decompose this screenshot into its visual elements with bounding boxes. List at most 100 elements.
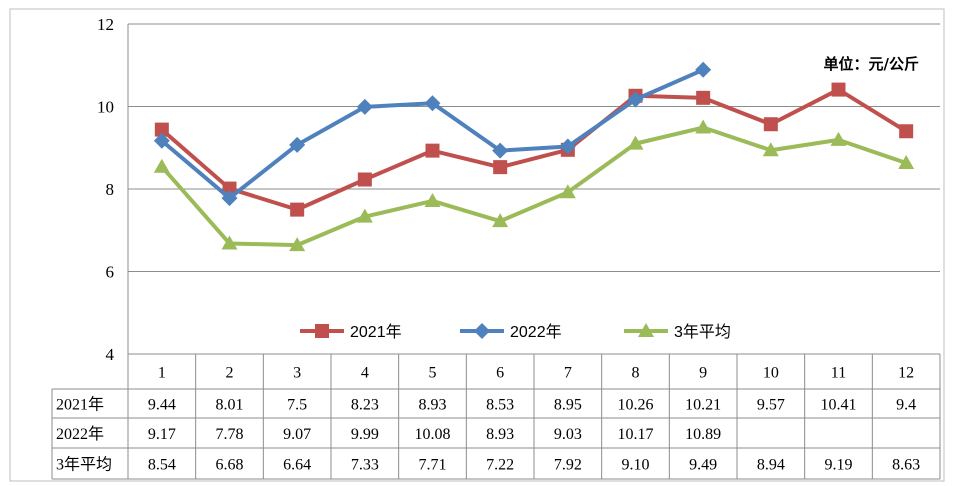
data-point-diamond <box>356 98 373 115</box>
table-cell-value: 8.63 <box>892 457 920 474</box>
data-point-diamond <box>424 95 441 112</box>
data-point-diamond <box>289 136 306 153</box>
y-tick-label: 6 <box>106 263 115 282</box>
series-line <box>160 125 907 248</box>
category-label: 6 <box>496 365 504 382</box>
table-cell-value: 7.22 <box>486 457 514 474</box>
table-cell-value: 10.17 <box>618 426 654 443</box>
gridlines <box>128 23 940 272</box>
data-point-square <box>899 124 914 139</box>
data-point-diamond <box>492 142 509 159</box>
category-label: 4 <box>361 365 369 382</box>
table-cell-value: 7.92 <box>554 457 582 474</box>
category-label: 3 <box>293 365 301 382</box>
data-point-square <box>696 90 711 105</box>
table-cell-value: 7.78 <box>216 426 244 443</box>
category-label: 1 <box>158 365 166 382</box>
table-cell-value: 10.41 <box>821 397 857 414</box>
table-cell-value: 8.93 <box>486 426 514 443</box>
legend-marker-square <box>315 324 329 338</box>
table-cell-value: 8.23 <box>351 397 379 414</box>
data-point-square <box>222 181 237 196</box>
table-cell-value: 9.49 <box>689 457 717 474</box>
data-point-square <box>290 202 305 217</box>
data-point-square <box>154 122 169 137</box>
category-label: 5 <box>429 365 437 382</box>
series-lines <box>153 61 915 252</box>
table-cell-value: 9.19 <box>825 457 853 474</box>
table-cell-value: 7.33 <box>351 457 379 474</box>
data-point-triangle <box>898 155 915 170</box>
legend-label: 3年平均 <box>674 323 731 341</box>
data-point-square <box>763 117 778 132</box>
data-point-triangle <box>221 235 238 250</box>
legend: 2021年 2022年 3年平均 <box>300 323 731 341</box>
data-point-triangle <box>492 213 509 228</box>
table-cell-value: 8.01 <box>216 397 244 414</box>
table-cell-value: 8.94 <box>757 457 785 474</box>
category-label: 8 <box>632 365 640 382</box>
data-point-triangle <box>627 135 644 150</box>
table-cell-value: 7.5 <box>287 397 307 414</box>
table-row-header: 2021年 <box>56 396 104 414</box>
legend-marker-diamond <box>474 323 490 339</box>
table-cell-value: 9.44 <box>148 397 176 414</box>
data-point-diamond <box>559 138 576 155</box>
category-label: 11 <box>831 365 846 382</box>
table-cell-value: 7.71 <box>419 457 447 474</box>
table-cell-value: 10.89 <box>685 426 721 443</box>
data-point-diamond <box>695 61 712 78</box>
legend-marker-triangle <box>638 323 654 337</box>
category-label: 12 <box>898 365 914 382</box>
table-cell-value: 6.68 <box>216 457 244 474</box>
data-point-triangle <box>289 237 306 252</box>
data-point-triangle <box>559 184 576 199</box>
table-cell-value: 10.08 <box>415 426 451 443</box>
table-cell-value: 8.54 <box>148 457 176 474</box>
table-cell-value: 9.07 <box>283 426 311 443</box>
series-line <box>160 87 908 212</box>
data-point-diamond <box>221 190 238 207</box>
category-label: 9 <box>699 365 707 382</box>
table-cell-value: 8.95 <box>554 397 582 414</box>
data-point-triangle <box>424 192 441 207</box>
category-label: 7 <box>564 365 572 382</box>
table-cell-value: 10.26 <box>618 397 654 414</box>
table-cell-value: 9.03 <box>554 426 582 443</box>
y-axis: 4 6 8 10 12 <box>97 15 129 364</box>
table-cell-value: 9.57 <box>757 397 785 414</box>
legend-label: 2021年 <box>350 323 402 341</box>
table-cell-value: 6.64 <box>283 457 311 474</box>
data-point-square <box>425 143 440 158</box>
y-tick-label: 8 <box>106 180 115 199</box>
data-point-triangle <box>356 208 373 223</box>
data-point-square <box>493 160 508 175</box>
data-point-diamond <box>153 132 170 149</box>
data-point-diamond <box>627 91 644 108</box>
data-point-triangle <box>153 158 170 173</box>
unit-label: 单位：元/公斤 <box>824 55 919 73</box>
data-point-triangle <box>830 131 847 146</box>
table-cell-value: 8.53 <box>486 397 514 414</box>
table-cell-value: 9.99 <box>351 426 379 443</box>
y-tick-label: 10 <box>97 98 114 117</box>
data-point-square <box>357 172 372 187</box>
table-cell-value: 8.93 <box>419 397 447 414</box>
data-point-triangle <box>695 119 712 134</box>
table-cell-value: 9.10 <box>622 457 650 474</box>
y-tick-label: 12 <box>97 15 114 34</box>
data-point-triangle <box>762 142 779 157</box>
data-point-square <box>831 82 846 97</box>
table-cell-value: 9.17 <box>148 426 176 443</box>
chart-border <box>9 8 945 482</box>
legend-label: 2022年 <box>510 323 562 341</box>
table-row-header: 2022年 <box>56 425 104 443</box>
table-row-header: 3年平均 <box>56 456 112 474</box>
category-label: 10 <box>763 365 779 382</box>
table-cell-value: 10.21 <box>685 397 721 414</box>
category-label: 2 <box>226 365 234 382</box>
table-cell-value: 9.4 <box>896 397 916 414</box>
